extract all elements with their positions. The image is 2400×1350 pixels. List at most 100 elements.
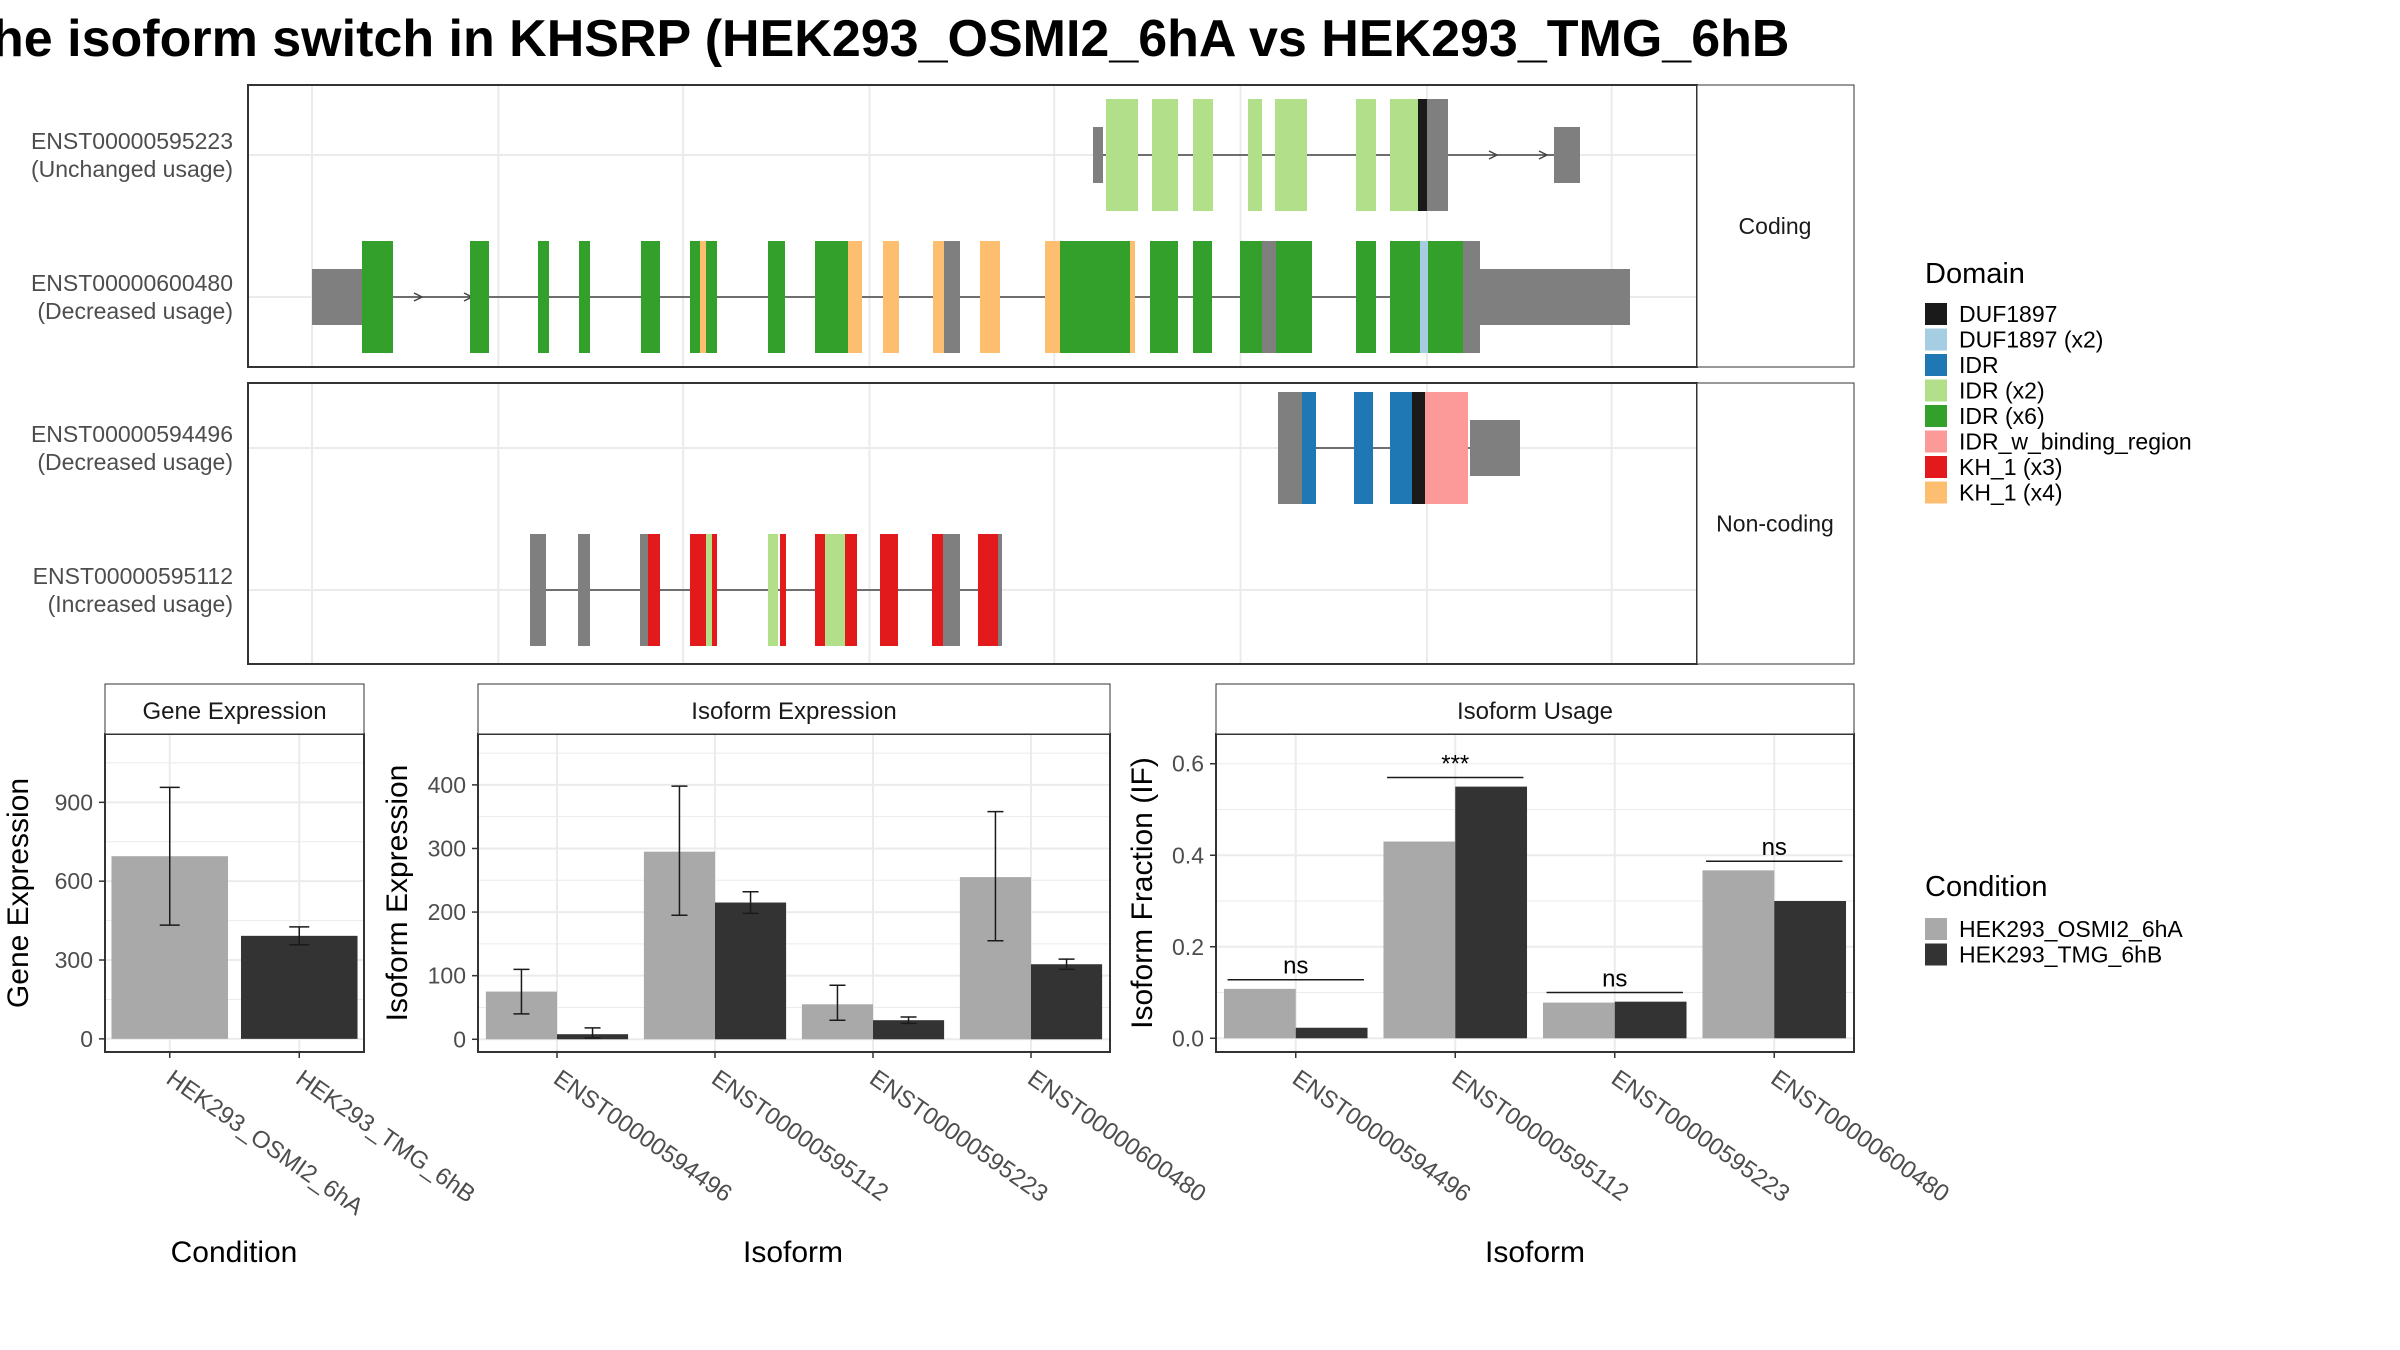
y-tick-label: 100 [428, 963, 466, 989]
chart-1: Gene Expression0300600900HEK293_OSMI2_6h… [2, 683, 480, 1269]
expression-charts: Gene Expression0300600900HEK293_OSMI2_6h… [2, 683, 1954, 1269]
domain-exon [1420, 241, 1428, 353]
coding-exon [998, 534, 1002, 646]
domain-exon [1275, 99, 1290, 211]
legend-label: IDR (x6) [1959, 403, 2045, 429]
domain-exon [1290, 99, 1307, 211]
domain-exon [1412, 392, 1425, 504]
error-bar [289, 926, 310, 946]
isoform-track-ENST00000595223 [1093, 99, 1580, 211]
domain-exon [880, 534, 898, 646]
error-bar [1058, 958, 1075, 971]
y-tick-label: 0 [80, 1026, 93, 1052]
significance-label: ns [1602, 966, 1627, 993]
domain-exon [1193, 99, 1213, 211]
legend-label: IDR_w_binding_region [1959, 429, 2192, 455]
domain-exon [980, 241, 1000, 353]
error-bar [584, 1027, 601, 1039]
panel-title: Gene Expression [142, 698, 326, 725]
isoform-track-ENST00000600480 [312, 241, 1630, 353]
isoform-track-ENST00000594496 [1278, 392, 1520, 504]
coding-exon [1262, 241, 1276, 353]
significance-label: ns [1283, 953, 1308, 980]
bar [1031, 964, 1103, 1040]
utr-exon [1476, 269, 1630, 325]
panel-title: Isoform Usage [1457, 698, 1613, 725]
domain-exon [1240, 241, 1262, 353]
domain-exon [1152, 99, 1178, 211]
domain-exon [1060, 241, 1090, 353]
legend-swatch [1925, 918, 1947, 940]
domain-exon [933, 241, 944, 353]
isoform-id-label: ENST00000595223 [31, 128, 233, 154]
strand-arrow [1538, 150, 1549, 160]
legend-label: IDR [1959, 352, 1999, 378]
y-tick-label: 0.6 [1172, 751, 1204, 777]
y-axis-title: Isoform Fraction (IF) [1126, 757, 1159, 1029]
bar [240, 935, 358, 1039]
panel-strip [477, 683, 1111, 735]
facet-strip [1696, 84, 1855, 368]
domain-exon [1356, 99, 1376, 211]
coding-exon [944, 241, 960, 353]
domain-exon [690, 534, 706, 646]
isoform-status-label: (Increased usage) [48, 591, 233, 617]
y-tick-label: 0.2 [1172, 934, 1204, 960]
y-tick-label: 400 [428, 772, 466, 798]
bar [1455, 786, 1528, 1039]
y-tick-label: 300 [428, 835, 466, 861]
utr-exon [1554, 127, 1580, 183]
panel-title: Isoform Expression [691, 698, 896, 725]
domain-exon [1248, 99, 1262, 211]
domain-exon [883, 241, 899, 353]
domain-exon [1390, 392, 1412, 504]
legend-label: DUF1897 (x2) [1959, 327, 2103, 353]
condition-legend-title: Condition [1925, 871, 2048, 903]
bar [1614, 1001, 1687, 1039]
domain-exon [1045, 241, 1060, 353]
bar [1702, 870, 1775, 1039]
error-bar [742, 890, 759, 915]
isoform-id-label: ENST00000595112 [33, 563, 233, 589]
utr-exon [1093, 127, 1103, 183]
coding-exon [943, 534, 960, 646]
domain-exon [825, 534, 845, 646]
legend-swatch [1925, 328, 1947, 351]
y-tick-label: 600 [55, 868, 93, 894]
y-tick-label: 0.4 [1172, 842, 1204, 868]
x-axis-title: Isoform [743, 1236, 843, 1269]
y-tick-label: 0.0 [1172, 1025, 1204, 1051]
legend-label: HEK293_TMG_6hB [1959, 942, 2162, 968]
domain-exon [768, 534, 778, 646]
isoform-track-ENST00000595112 [530, 534, 1002, 646]
error-bar [671, 785, 688, 917]
strand-arrow [413, 292, 424, 302]
facet-label: Non-coding [1716, 511, 1834, 537]
utr-exon [1470, 420, 1520, 476]
domain-exon [1302, 392, 1316, 504]
isoform-structure-plot: Coding Non-coding ENST00000595223(Unchange… [31, 84, 1855, 665]
isoform-status-label: (Decreased usage) [37, 298, 233, 324]
domain-exon [1434, 392, 1468, 504]
domain-exon [712, 534, 717, 646]
legend-swatch [1925, 481, 1947, 504]
domain-exon [932, 534, 943, 646]
legend-swatch [1925, 943, 1947, 966]
legend-label: DUF1897 [1959, 301, 2057, 327]
domain-exon [1390, 241, 1420, 353]
error-bar [900, 1016, 917, 1025]
x-axis-title: Isoform [1485, 1236, 1585, 1269]
coding-exon [1463, 241, 1480, 353]
y-tick-label: 300 [55, 947, 93, 973]
domain-exon [815, 534, 825, 646]
legend-swatch [1925, 456, 1947, 478]
error-bar [159, 786, 180, 926]
coding-exon [640, 534, 648, 646]
domain-exon [1390, 99, 1419, 211]
coding-exon [1427, 99, 1448, 211]
domain-exon [978, 534, 998, 646]
chart-2: Isoform Expression0100200300400ENST00000… [381, 683, 1211, 1269]
